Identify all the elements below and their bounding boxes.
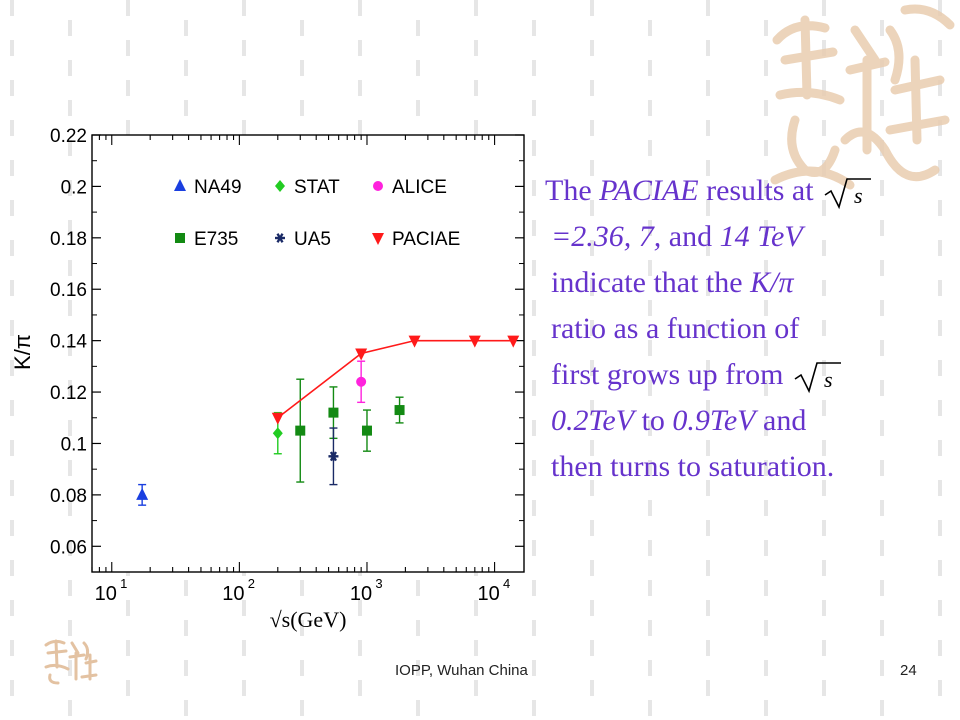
y-tick-label: 0.2 <box>61 177 87 198</box>
data-point <box>136 487 149 500</box>
sqrt-s-symbol: s <box>824 178 872 210</box>
legend-label: NA49 <box>194 177 242 198</box>
legend-label: STAT <box>294 177 340 198</box>
text-fragment: results at <box>698 174 822 207</box>
x-tick-exponent: 3 <box>375 576 382 591</box>
svg-text:s: s <box>824 367 833 392</box>
sqrt-s-symbol: s <box>794 362 841 394</box>
text-line: ratio as a function of <box>551 306 945 352</box>
footer-institution: IOPP, Wuhan China <box>395 662 528 679</box>
x-tick-label: 10 <box>222 583 244 605</box>
data-point <box>295 425 306 436</box>
data-point <box>394 405 405 416</box>
x-axis-label: √s(GeV) <box>270 607 347 632</box>
data-point <box>271 412 284 425</box>
text-fragment: 0.2TeV <box>551 404 635 437</box>
legend-marker <box>175 233 185 243</box>
y-tick-label: 0.16 <box>50 280 87 301</box>
data-point <box>272 427 283 440</box>
auspicious-cloud-logo-small <box>44 639 98 685</box>
x-tick-label: 10 <box>350 583 372 605</box>
data-point <box>408 335 421 348</box>
text-fragment: then turns to saturation. <box>551 450 835 483</box>
text-fragment: 0.9TeV <box>672 404 756 437</box>
data-point <box>328 407 339 418</box>
page-number: 24 <box>900 662 917 679</box>
series-paciae <box>271 335 520 425</box>
data-point <box>468 335 481 348</box>
y-tick-label: 0.1 <box>61 434 87 455</box>
text-line: The PACIAE results at s <box>545 168 945 214</box>
text-fragment: PACIAE <box>599 174 699 207</box>
data-point <box>361 425 372 436</box>
text-fragment: and <box>755 404 807 437</box>
text-fragment: ratio as a function of <box>551 312 800 345</box>
legend-marker <box>275 233 285 243</box>
legend-label: UA5 <box>294 229 331 250</box>
x-tick-exponent: 1 <box>120 576 127 591</box>
data-point <box>328 451 339 462</box>
x-tick-label: 10 <box>477 583 499 605</box>
x-tick-exponent: 4 <box>503 576 510 591</box>
series-na49 <box>136 483 149 506</box>
text-fragment: K/π <box>750 266 794 299</box>
text-line: then turns to saturation. <box>551 444 945 490</box>
y-tick-label: 0.14 <box>50 332 87 353</box>
data-point <box>356 376 367 387</box>
x-tick-label: 10 <box>95 583 117 605</box>
y-tick-label: 0.12 <box>50 383 87 404</box>
slide-description: The PACIAE results at s =2.36, 7, and 14 … <box>545 168 945 490</box>
legend-label: E735 <box>194 229 238 250</box>
plot-frame <box>91 134 525 573</box>
text-line: =2.36, 7, and 14 TeV <box>551 214 945 260</box>
text-line: 0.2TeV to 0.9TeV and <box>551 398 945 444</box>
text-fragment: first grows up from <box>551 358 791 391</box>
y-tick-label: 0.08 <box>50 486 87 507</box>
text-fragment: to <box>634 404 673 437</box>
text-line: indicate that the K/π <box>551 260 945 306</box>
text-fragment: indicate that the <box>551 266 751 299</box>
text-fragment: =2.36, 7, <box>551 220 662 253</box>
data-point <box>355 348 368 361</box>
text-fragment: The <box>545 174 600 207</box>
legend-marker <box>275 180 285 192</box>
legend-marker <box>372 233 384 245</box>
y-tick-label: 0.22 <box>50 126 87 147</box>
text-fragment: 14 TeV <box>719 220 803 253</box>
series-ua5 <box>328 427 339 486</box>
auspicious-cloud-logo-large <box>770 4 955 190</box>
legend-marker <box>373 181 383 191</box>
svg-text:s: s <box>854 183 863 208</box>
data-point <box>507 335 520 348</box>
text-fragment: and <box>661 220 720 253</box>
text-line: first grows up from s <box>551 352 945 398</box>
y-tick-label: 0.18 <box>50 229 87 250</box>
series-alice <box>356 360 367 404</box>
legend-label: PACIAE <box>392 229 460 250</box>
legend-label: ALICE <box>392 177 447 198</box>
y-tick-label: 0.06 <box>50 537 87 558</box>
legend-marker <box>174 179 186 191</box>
x-tick-exponent: 2 <box>248 576 255 591</box>
y-axis-label: K/π <box>10 334 35 370</box>
